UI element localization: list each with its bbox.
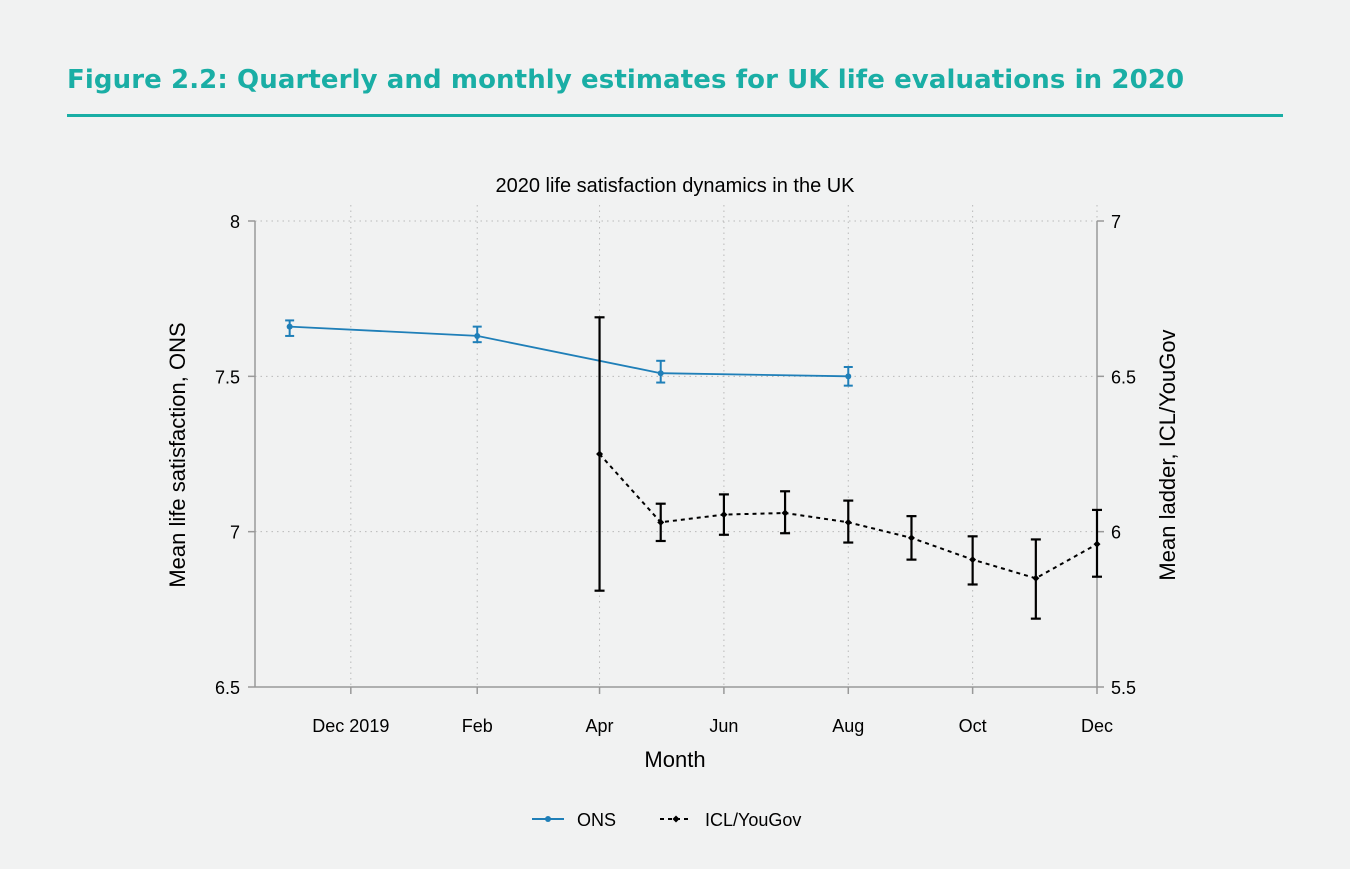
legend-item: ICL/YouGov: [660, 810, 801, 830]
data-point: [657, 370, 664, 377]
figure-title: Figure 2.2: Quarterly and monthly estima…: [67, 65, 1185, 95]
chart-axes: [254, 221, 1098, 688]
data-point: [969, 556, 977, 564]
legend-label: ICL/YouGov: [705, 810, 801, 830]
legend-label: ONS: [577, 810, 616, 830]
right-y-tick-label: 6.5: [1111, 367, 1136, 387]
x-tick-label: Oct: [959, 716, 987, 736]
right-y-tick-label: 7: [1111, 212, 1121, 232]
data-point: [596, 450, 604, 458]
data-point: [844, 518, 852, 526]
x-tick-label: Feb: [462, 716, 493, 736]
series-ons: [285, 319, 853, 387]
data-point: [1032, 574, 1040, 582]
data-point: [474, 332, 481, 339]
right-y-axis-title: Mean ladder, ICL/YouGov: [1155, 329, 1180, 580]
figure-title-rule: [67, 114, 1283, 117]
left-y-tick-label: 8: [230, 212, 240, 232]
x-tick-label: Aug: [832, 716, 864, 736]
series-line: [289, 325, 849, 378]
x-tick-label: Apr: [586, 716, 614, 736]
right-y-tick-label: 6: [1111, 523, 1121, 543]
data-point: [907, 534, 915, 542]
left-y-tick-label: 7.5: [215, 367, 240, 387]
left-y-tick-label: 6.5: [215, 678, 240, 698]
data-point: [1093, 540, 1101, 548]
right-y-tick-label: 5.5: [1111, 678, 1136, 698]
left-y-axis-title: Mean life satisfaction, ONS: [165, 322, 190, 587]
data-point: [845, 373, 852, 380]
series-icl-yougov: [594, 316, 1102, 620]
data-point: [781, 509, 789, 517]
chart-ticks: 6.5 7 7.5 8 5.5 6 6.5 7 Dec 2019 Feb Apr Jun Aug Oct D…: [215, 212, 1136, 736]
x-tick-label: Dec 2019: [312, 716, 389, 736]
x-axis-title: Month: [644, 747, 705, 772]
legend-item: ONS: [532, 810, 616, 830]
chart-legend: ONS ICL/YouGov: [532, 810, 801, 830]
chart-title: 2020 life satisfaction dynamics in the U…: [495, 175, 855, 197]
figure-header: Figure 2.2: Quarterly and monthly estima…: [67, 62, 1283, 117]
x-tick-label: Jun: [709, 716, 738, 736]
legend-swatch-marker: [672, 815, 680, 823]
data-point: [720, 511, 728, 519]
data-point: [657, 518, 665, 526]
left-y-tick-label: 7: [230, 523, 240, 543]
chart-grid: [255, 205, 1098, 688]
x-tick-label: Dec: [1081, 716, 1113, 736]
legend-swatch-marker: [545, 816, 551, 822]
chart-series: [285, 316, 1102, 620]
data-point: [286, 323, 293, 330]
